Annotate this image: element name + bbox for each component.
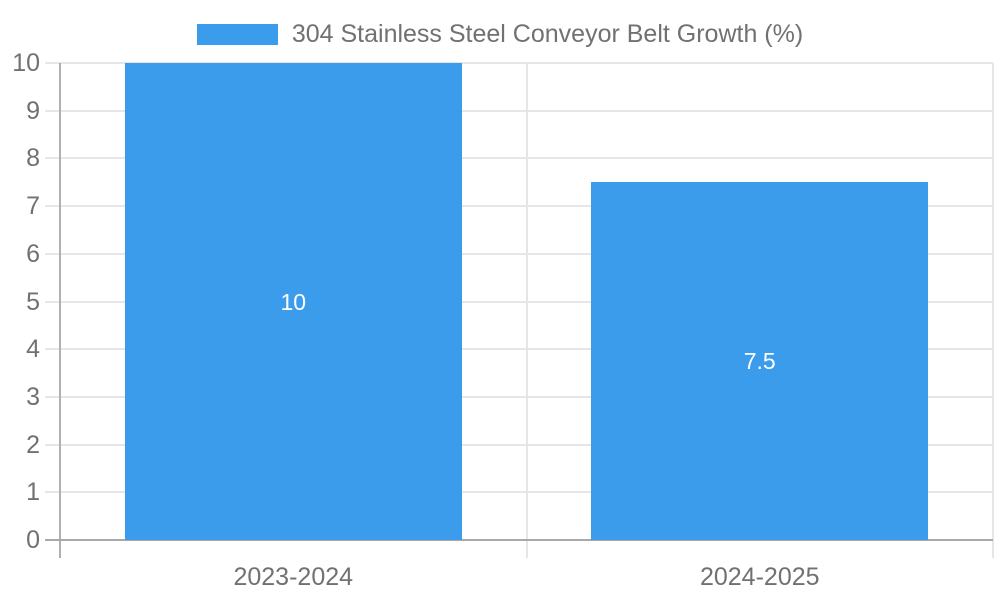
gridline xyxy=(45,443,993,446)
gridline xyxy=(45,300,993,303)
y-axis-label: 1 xyxy=(26,478,40,507)
y-axis-label: 2 xyxy=(26,430,40,459)
bar[interactable] xyxy=(124,63,462,540)
gridline xyxy=(45,395,993,398)
gridline xyxy=(45,205,993,208)
chart-legend[interactable]: 304 Stainless Steel Conveyor Belt Growth… xyxy=(0,20,1000,48)
bar[interactable] xyxy=(591,182,929,540)
y-axis-label: 7 xyxy=(26,192,40,221)
y-axis-line xyxy=(59,63,61,558)
gridline xyxy=(45,348,993,351)
y-axis-label: 4 xyxy=(26,335,40,364)
y-axis-label: 0 xyxy=(26,526,40,554)
y-axis-label: 3 xyxy=(26,382,40,411)
plot-area: 0 1 2 3 4 5 6 7 8 9 10 10 2023-2024 7.5 2024-2025 xyxy=(12,49,994,591)
plot-right-border xyxy=(992,63,994,558)
y-axis-label: 6 xyxy=(26,239,40,268)
gridline xyxy=(45,252,993,255)
x-axis-line xyxy=(45,539,993,541)
y-axis-label: 5 xyxy=(26,287,40,316)
y-axis-label: 10 xyxy=(12,49,40,77)
bar-value-label: 10 xyxy=(280,288,307,315)
x-axis-label: 2024-2025 xyxy=(699,563,820,591)
gridline xyxy=(45,491,993,494)
category-divider xyxy=(525,63,528,558)
gridline xyxy=(45,62,993,64)
gridline xyxy=(45,109,993,112)
y-axis-label: 9 xyxy=(26,96,40,125)
x-axis-label: 2023-2024 xyxy=(233,563,354,591)
gridline xyxy=(45,157,993,160)
y-axis-label: 8 xyxy=(26,144,40,173)
legend-swatch xyxy=(196,23,278,45)
legend-label: 304 Stainless Steel Conveyor Belt Growth… xyxy=(291,20,804,48)
bar-value-label: 7.5 xyxy=(743,348,776,375)
